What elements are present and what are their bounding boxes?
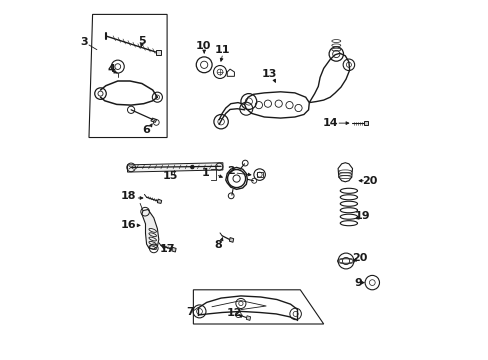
Polygon shape (229, 238, 233, 242)
Polygon shape (171, 247, 176, 252)
Text: 14: 14 (322, 118, 337, 128)
Polygon shape (127, 163, 223, 172)
Polygon shape (363, 121, 367, 125)
Text: 12: 12 (226, 308, 242, 318)
Text: 20: 20 (361, 176, 377, 186)
Text: 8: 8 (214, 240, 222, 250)
Text: 11: 11 (214, 45, 229, 55)
Text: 20: 20 (351, 253, 366, 264)
Text: 15: 15 (163, 171, 178, 181)
Text: 7: 7 (185, 307, 193, 317)
Text: 16: 16 (121, 220, 136, 230)
Text: 10: 10 (195, 41, 210, 51)
Text: 17: 17 (159, 244, 175, 255)
Text: 5: 5 (138, 36, 145, 46)
Text: 1: 1 (202, 168, 209, 178)
Polygon shape (156, 50, 161, 55)
Text: 13: 13 (261, 69, 276, 79)
Text: 9: 9 (353, 278, 361, 288)
Text: 4: 4 (107, 64, 115, 74)
Text: 2: 2 (226, 166, 234, 176)
Polygon shape (142, 210, 159, 249)
Text: 19: 19 (354, 211, 369, 221)
Polygon shape (151, 118, 156, 122)
Text: 6: 6 (142, 125, 150, 135)
Text: 18: 18 (120, 191, 136, 201)
Text: 3: 3 (81, 37, 88, 48)
Circle shape (190, 165, 194, 169)
Polygon shape (246, 316, 250, 320)
Polygon shape (157, 199, 162, 203)
